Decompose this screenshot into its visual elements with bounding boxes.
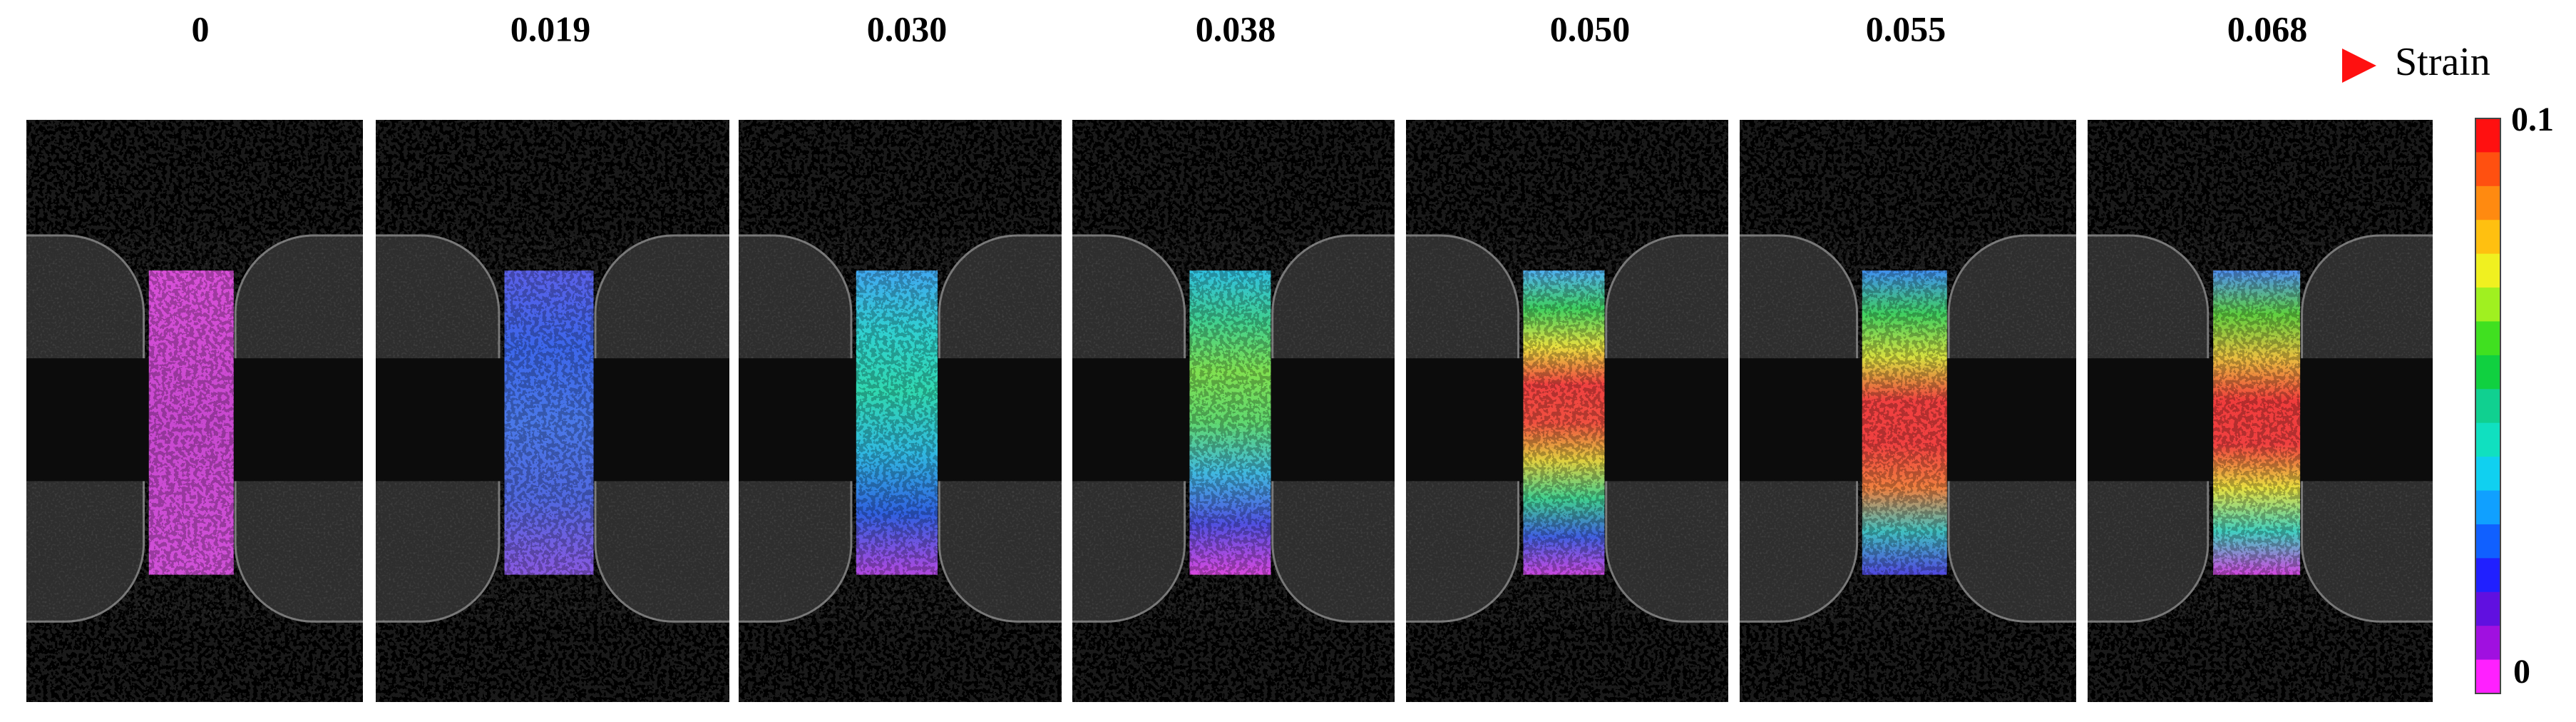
- colorbar-segment: [2475, 490, 2500, 525]
- strain-step-label: 0.038: [1196, 9, 1276, 49]
- panels: [25, 118, 2434, 703]
- strain-step-label: 0.068: [2227, 9, 2308, 49]
- strain-step-label: 0.050: [1550, 9, 1631, 49]
- colorbar-segment: [2475, 524, 2500, 559]
- specimen-speckle: [2213, 270, 2301, 575]
- colorbar-segment: [2475, 253, 2500, 288]
- axis-label: Strain: [2395, 40, 2490, 84]
- colorbar-segment: [2475, 185, 2500, 220]
- dic-panel: [737, 118, 1063, 703]
- colorbar-segment: [2475, 288, 2500, 322]
- colorbar-segment: [2475, 355, 2500, 390]
- strain-step-label: 0.030: [867, 9, 948, 49]
- colorbar-segment: [2475, 626, 2500, 661]
- colorbar-segment: [2475, 591, 2500, 626]
- colorbar-segment: [2475, 659, 2500, 694]
- colorbar-segment: [2475, 152, 2500, 187]
- colorbar-segment: [2475, 457, 2500, 492]
- colorbar-segment: [2475, 321, 2500, 356]
- strain-step-label: 0: [192, 9, 210, 49]
- dic-panel: [1071, 118, 1396, 703]
- specimen-speckle: [504, 270, 594, 575]
- colorbar-min: 0: [2513, 653, 2530, 691]
- colorbar-segment: [2475, 220, 2500, 255]
- colorbar-segment: [2475, 558, 2500, 593]
- specimen-speckle: [1189, 270, 1271, 575]
- strain-step-label: 0.019: [510, 9, 591, 49]
- specimen-speckle: [1862, 270, 1947, 575]
- dic-panel: [374, 118, 731, 703]
- specimen-speckle: [1523, 270, 1605, 575]
- specimen-speckle: [856, 270, 938, 575]
- colorbar-segment: [2475, 422, 2500, 457]
- dic-panel: [25, 118, 364, 703]
- specimen-speckle: [148, 270, 234, 575]
- dic-panel: [1405, 118, 1730, 703]
- dic-panel: [1738, 118, 2078, 703]
- strain-step-label: 0.055: [1866, 9, 1946, 49]
- dic-panel: [2086, 118, 2434, 703]
- colorbar: [2475, 118, 2501, 694]
- colorbar-segment: [2475, 389, 2500, 424]
- colorbar-segment: [2475, 118, 2500, 153]
- colorbar-frame: [2475, 118, 2501, 694]
- colorbar-max: 0.1: [2511, 101, 2554, 138]
